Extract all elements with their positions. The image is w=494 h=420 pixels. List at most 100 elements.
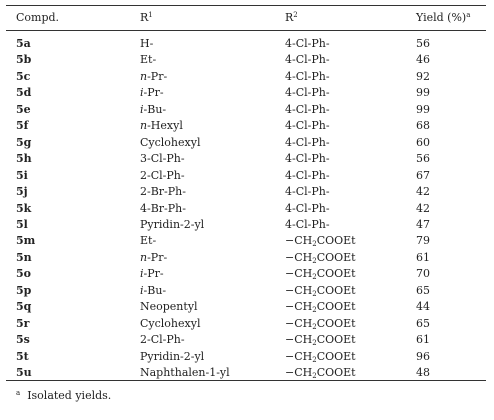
table-cell: 4-Cl-Ph- (285, 152, 330, 166)
table-cell: H- (140, 37, 154, 50)
table-cell: 4-Cl-Ph- (285, 102, 330, 116)
table-cell: 3-Cl-Ph- (140, 152, 185, 166)
table-cell: 99 (416, 86, 430, 100)
table-cell: 46 (416, 53, 430, 67)
table-cell: n-Pr- (140, 250, 168, 264)
table-row: 5r Cyclohexyl −CH2COOEt 65 (0, 316, 494, 332)
table-row: 5p i-Bu- −CH2COOEt 65 (0, 283, 494, 299)
table-row: 5u Naphthalen-1-yl −CH2COOEt 48 (0, 365, 494, 381)
table-cell: 92 (416, 69, 430, 83)
table-cell: 96 (416, 349, 430, 363)
table-cell: 5u (16, 366, 32, 379)
table-cell: 5c (16, 69, 31, 83)
table-cell: −CH2COOEt (285, 250, 356, 265)
footnote-text: Isolated yields. (27, 389, 112, 402)
table-cell: 61 (416, 250, 430, 264)
footnote-mark: a (16, 389, 21, 397)
table-cell: 5d (16, 86, 32, 100)
table-cell: 65 (416, 283, 430, 297)
table-row: 5b Et- 4-Cl-Ph- 46 (0, 52, 494, 68)
table-row: 5d i-Pr- 4-Cl-Ph- 99 (0, 85, 494, 101)
table-cell: Pyridin-2-yl (140, 217, 205, 231)
table-cell: 5b (16, 53, 32, 67)
table-row: 5j 2-Br-Ph- 4-Cl-Ph- 42 (0, 184, 494, 200)
table-cell: 4-Cl-Ph- (285, 185, 330, 199)
header-sup: 1 (148, 11, 153, 19)
table-cell: 2-Cl-Ph- (140, 168, 185, 182)
table-cell: 42 (416, 185, 430, 199)
header-text: R (140, 11, 149, 24)
table-cell: Cyclohexyl (140, 135, 201, 149)
table-cell: 5j (16, 185, 28, 199)
header-text: Yield (%) (416, 11, 467, 24)
table-cell: 5l (16, 217, 28, 231)
table-cell: 4-Cl-Ph- (285, 37, 330, 50)
table-row: 5o i-Pr- −CH2COOEt 70 (0, 266, 494, 282)
table-cell: 4-Cl-Ph- (285, 135, 330, 149)
top-rule (6, 5, 486, 6)
table-cell: 5n (16, 250, 32, 264)
table-cell: 70 (416, 267, 430, 281)
table-cell: 5e (16, 102, 31, 116)
table-cell: 5i (16, 168, 28, 182)
header-text: R (285, 11, 294, 24)
table-cell: 2-Br-Ph- (140, 185, 186, 199)
table-cell: 5f (16, 119, 29, 133)
table-row: 5h 3-Cl-Ph- 4-Cl-Ph- 56 (0, 151, 494, 167)
bottom-rule (6, 380, 486, 381)
table-cell: 4-Cl-Ph- (285, 53, 330, 67)
table-cell: i-Bu- (140, 283, 167, 297)
header-cell: Yield (%)a (416, 10, 470, 26)
table-cell: 2-Cl-Ph- (140, 333, 185, 347)
table-cell: 4-Cl-Ph- (285, 201, 330, 215)
table-cell: 99 (416, 102, 430, 116)
table-cell: 5s (16, 333, 30, 347)
table-cell: 4-Cl-Ph- (285, 119, 330, 133)
table-row: 5c n-Pr- 4-Cl-Ph- 92 (0, 69, 494, 85)
table-cell: 4-Cl-Ph- (285, 217, 330, 231)
table-cell: 5m (16, 234, 36, 248)
table-row: 5q Neopentyl −CH2COOEt 44 (0, 299, 494, 315)
table-cell: 56 (416, 37, 430, 50)
table-row: 5t Pyridin-2-yl −CH2COOEt 96 (0, 349, 494, 365)
header-cell: R1 (140, 10, 153, 26)
table-cell: 67 (416, 168, 430, 182)
table-row: 5m Et- −CH2COOEt 79 (0, 233, 494, 249)
table-cell: 4-Cl-Ph- (285, 69, 330, 83)
header-text: Compd. (16, 11, 60, 24)
table-cell: 5q (16, 300, 32, 314)
table-cell: Cyclohexyl (140, 316, 201, 330)
table-cell: −CH2COOEt (285, 300, 356, 315)
table-cell: Et- (140, 234, 157, 248)
header-sup: a (466, 11, 471, 19)
header-row: Compd. R1 R2 Yield (%)a (0, 10, 494, 26)
table-cell: 5k (16, 201, 32, 215)
table-cell: i-Bu- (140, 102, 167, 116)
table-row: 5l Pyridin-2-yl 4-Cl-Ph- 47 (0, 217, 494, 233)
table-cell: 65 (416, 316, 430, 330)
table-cell: −CH2COOEt (285, 267, 356, 282)
table-row: 5a H- 4-Cl-Ph- 56 (0, 36, 494, 52)
table-cell: i-Pr- (140, 86, 164, 100)
table-cell: 56 (416, 152, 430, 166)
table-row: 5f n-Hexyl 4-Cl-Ph- 68 (0, 118, 494, 134)
header-rule (6, 30, 486, 31)
table-cell: Neopentyl (140, 300, 198, 314)
table-row: 5n n-Pr- −CH2COOEt 61 (0, 250, 494, 266)
table-cell: 4-Cl-Ph- (285, 168, 330, 182)
table-cell: −CH2COOEt (285, 316, 356, 331)
table-cell: 48 (416, 366, 430, 379)
header-cell: Compd. (16, 10, 59, 26)
table-row: 5e i-Bu- 4-Cl-Ph- 99 (0, 102, 494, 118)
table-row: 5k 4-Br-Ph- 4-Cl-Ph- 42 (0, 201, 494, 217)
table-cell: 60 (416, 135, 430, 149)
table-cell: 5h (16, 152, 32, 166)
table-cell: 5r (16, 316, 30, 330)
header-sup: 2 (293, 11, 298, 19)
table-cell: 47 (416, 217, 430, 231)
header-cell: R2 (285, 10, 298, 26)
table-cell: 5a (16, 37, 31, 50)
table-cell: 5t (16, 349, 29, 363)
table-cell: n-Hexyl (140, 119, 183, 133)
